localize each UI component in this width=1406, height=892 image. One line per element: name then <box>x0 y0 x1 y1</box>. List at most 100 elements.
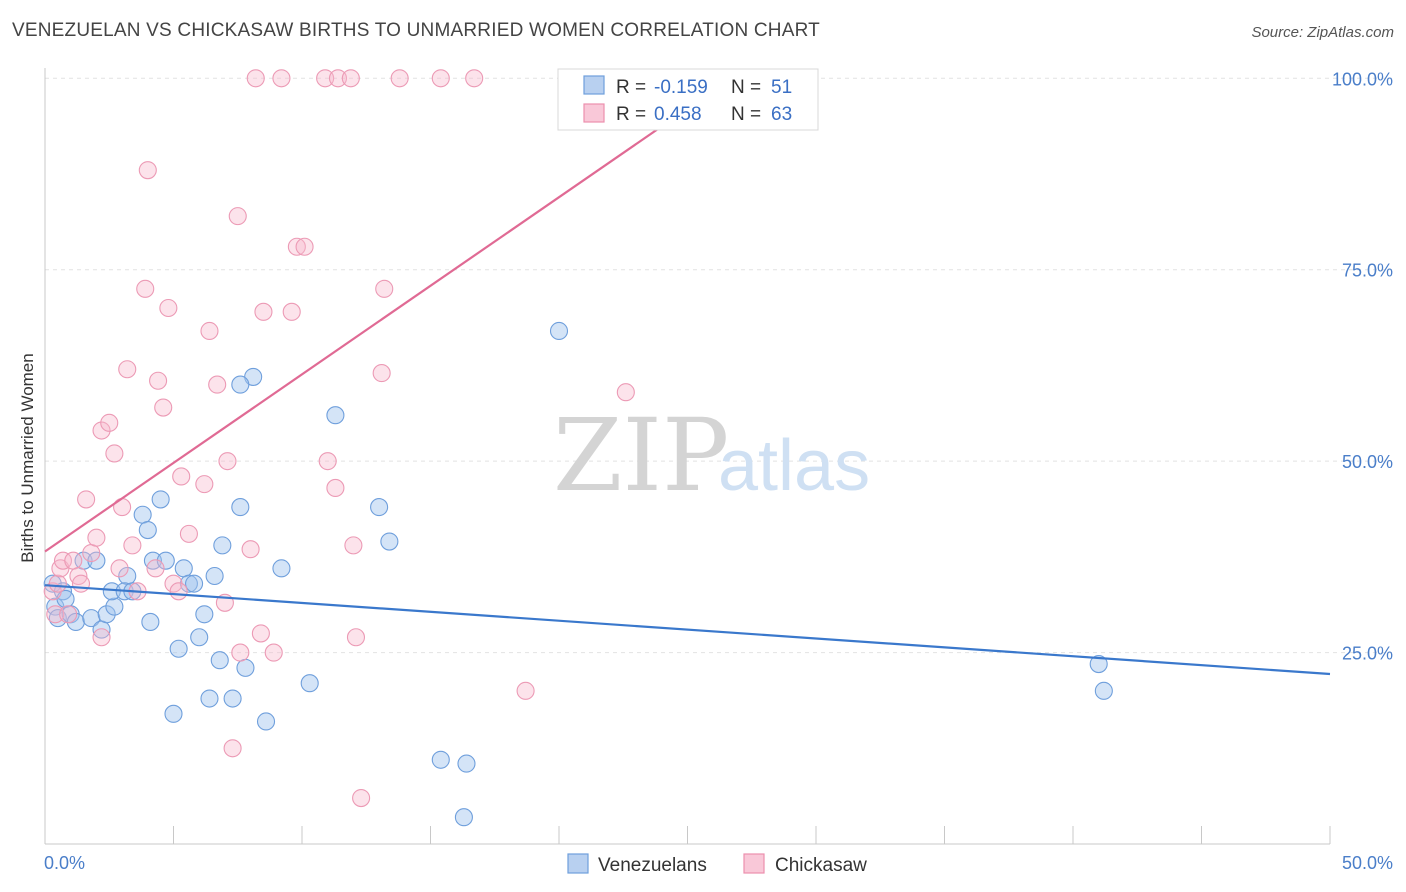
x-tick-label-max: 50.0% <box>1342 853 1393 873</box>
venezuelans-point <box>326 406 345 425</box>
venezuelans-point <box>236 658 255 677</box>
venezuelans-point <box>179 574 198 593</box>
chickasaw-point <box>138 161 157 180</box>
chickasaw-point <box>231 643 250 662</box>
chickasaw-point <box>516 681 535 700</box>
chickasaw-point <box>46 605 65 624</box>
bottom-legend-chickasaw: Chickasaw <box>775 855 867 876</box>
correlation-legend: R = -0.159 N = 51 R = 0.458 N = 63 <box>557 68 819 131</box>
chickasaw-point <box>179 524 198 543</box>
venezuelans-point <box>141 612 160 631</box>
venezuelans-point <box>231 498 250 517</box>
chickasaw-point <box>251 624 270 643</box>
legend-r-label-1: R = <box>616 77 646 98</box>
chickasaw-point <box>92 421 111 440</box>
watermark: ZIP atlas <box>553 397 870 514</box>
bottom-legend-swatch-venezuelans <box>567 853 589 874</box>
venezuelans-point <box>200 689 219 708</box>
chickasaw-point <box>159 298 178 318</box>
y-tick-label: 50.0% <box>1342 452 1393 472</box>
venezuelans-point <box>138 521 157 540</box>
venezuelans-point <box>549 321 569 341</box>
venezuelans-point <box>454 808 473 827</box>
venezuelans-point <box>164 704 183 723</box>
venezuelans-point <box>223 689 242 708</box>
venezuelans-trend-line <box>44 584 1331 676</box>
legend-n-value-2: 63 <box>771 104 792 125</box>
chickasaw-point <box>64 551 83 570</box>
venezuelans-point <box>457 754 476 773</box>
series-legend: Venezuelans Chickasaw <box>567 853 867 876</box>
legend-swatch-venezuelans <box>583 75 605 95</box>
chickasaw-point <box>82 543 101 563</box>
venezuelans-point <box>195 605 214 624</box>
venezuelans-point <box>156 551 175 570</box>
venezuelans-point <box>82 609 101 628</box>
chickasaw-point <box>195 475 214 494</box>
legend-swatch-chickasaw <box>583 103 605 123</box>
legend-r-label-2: R = <box>616 104 646 125</box>
legend-n-value-1: 51 <box>771 77 792 98</box>
venezuelans-point <box>97 605 116 624</box>
chickasaw-point <box>328 69 348 88</box>
chickasaw-point <box>341 69 360 88</box>
chickasaw-point <box>71 574 91 593</box>
venezuelans-point <box>431 750 450 769</box>
venezuelans-point <box>231 375 250 394</box>
chickasaw-point <box>53 551 73 570</box>
venezuelans-point <box>169 639 188 658</box>
legend-r-value-2: 0.458 <box>654 104 702 125</box>
chickasaw-point <box>59 605 78 624</box>
chickasaw-point <box>218 452 237 471</box>
chickasaw-point <box>92 628 111 647</box>
venezuelans-point <box>105 597 124 616</box>
venezuelans-point <box>213 536 232 555</box>
chickasaw-point <box>316 69 335 88</box>
chickasaw-point <box>200 321 219 341</box>
chickasaw-point <box>241 540 260 559</box>
chickasaw-point <box>110 559 129 578</box>
chickasaw-point <box>465 69 484 88</box>
chickasaw-point <box>223 739 242 758</box>
y-tick-label: 75.0% <box>1342 261 1393 281</box>
x-tick-label-min: 0.0% <box>44 853 85 873</box>
venezuelans-point <box>185 574 204 593</box>
chickasaw-point <box>318 452 337 471</box>
chickasaw-point <box>169 582 188 601</box>
chickasaw-trend-line <box>44 104 694 553</box>
venezuelans-point <box>205 566 224 586</box>
chickasaw-point <box>154 398 173 417</box>
venezuelans-point <box>380 532 399 551</box>
chickasaw-point <box>172 467 191 486</box>
bottom-legend-venezuelans: Venezuelans <box>598 855 707 876</box>
chickasaw-point <box>87 528 106 547</box>
axis-layer: 25.0% 50.0% 75.0% 100.0% 0.0% 50.0% <box>44 68 1393 873</box>
chickasaw-point <box>136 279 155 298</box>
chickasaw-point <box>344 536 363 555</box>
chickasaw-point <box>375 279 394 298</box>
venezuelans-point <box>43 574 62 593</box>
chickasaw-point <box>254 302 273 321</box>
chickasaw-point <box>123 536 142 555</box>
legend-n-label-2: N = <box>731 104 761 125</box>
chickasaw-point <box>282 302 301 321</box>
venezuelans-point <box>66 612 85 631</box>
source-credit: Source: ZipAtlas.com <box>1251 24 1394 41</box>
chart-title: VENEZUELAN VS CHICKASAW BIRTHS TO UNMARR… <box>12 20 820 41</box>
chickasaw-point <box>228 207 247 226</box>
bottom-legend-swatch-chickasaw <box>743 853 765 874</box>
chickasaw-point <box>208 375 227 394</box>
y-tick-label: 100.0% <box>1332 69 1393 89</box>
chickasaw-point <box>48 574 67 593</box>
watermark-atlas: atlas <box>718 426 870 506</box>
venezuelans-point <box>1089 655 1108 674</box>
chickasaw-point <box>616 383 635 402</box>
venezuelans-point <box>210 651 229 670</box>
venezuelans-point <box>133 505 152 524</box>
legend-r-value-1: -0.159 <box>654 77 708 98</box>
chickasaw-point <box>118 360 137 379</box>
chickasaw-point <box>264 643 283 662</box>
venezuelans-point <box>174 559 193 578</box>
legend-n-label-1: N = <box>731 77 761 98</box>
